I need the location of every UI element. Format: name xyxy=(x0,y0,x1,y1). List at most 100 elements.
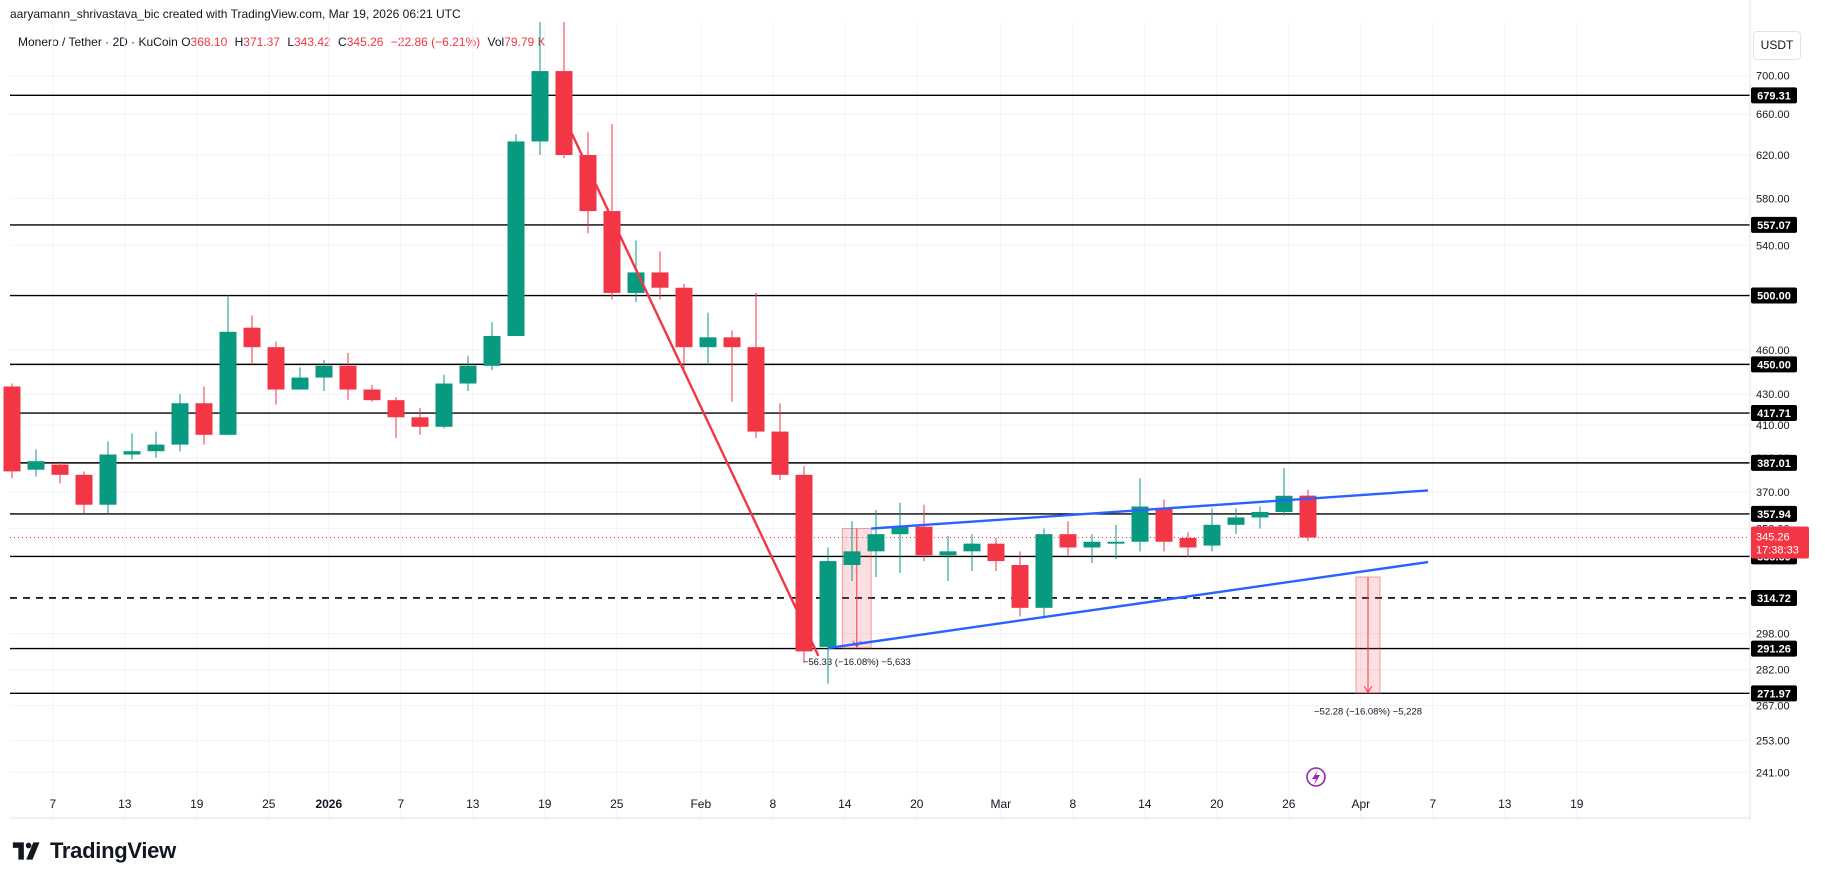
candle-body xyxy=(555,71,573,156)
candle-body xyxy=(1011,565,1029,608)
time-axis[interactable]: ec713192520267131925Feb81420Mar8142026Ap… xyxy=(0,797,1750,819)
candle-body xyxy=(1131,506,1149,542)
close-value: 345.26 xyxy=(346,35,384,49)
candle-body xyxy=(867,534,885,552)
candle-body xyxy=(459,365,477,384)
candle-body xyxy=(387,400,405,418)
symbol-title[interactable]: Monero / Tether · 2D · KuCoin xyxy=(18,35,178,49)
level-price-tag xyxy=(1751,356,1797,373)
time-tick-label: 20 xyxy=(1210,797,1224,811)
open-value: 368.10 xyxy=(190,35,228,49)
price-tick-label: 298.00 xyxy=(1756,629,1790,641)
time-tick-label: 14 xyxy=(1138,797,1152,811)
time-tick-label: Mar xyxy=(990,797,1011,811)
candle-body xyxy=(339,365,357,390)
price-tick-label: 282.00 xyxy=(1756,665,1790,677)
level-price-tag xyxy=(1751,640,1797,657)
price-tick-label: 241.00 xyxy=(1756,767,1790,779)
chart-grid xyxy=(10,22,1750,820)
time-tick-label: 19 xyxy=(538,797,552,811)
candle-body xyxy=(675,287,693,348)
time-tick-label: 7 xyxy=(1429,797,1436,811)
level-price-text: 500.00 xyxy=(1757,291,1791,303)
countdown-text: 17:38:33 xyxy=(1756,544,1799,556)
candle-body xyxy=(819,561,837,647)
level-price-text: 387.01 xyxy=(1757,458,1791,470)
candle-body xyxy=(1251,511,1269,518)
price-tick-label: 410.00 xyxy=(1756,420,1790,432)
candle-body xyxy=(195,403,213,435)
level-price-tag xyxy=(1751,454,1797,471)
candle-body xyxy=(3,386,21,472)
level-price-text: 679.31 xyxy=(1757,90,1791,102)
level-price-text: 314.72 xyxy=(1757,593,1791,605)
volume-value: 79.79 K xyxy=(504,35,546,49)
candle-body xyxy=(171,403,189,445)
time-tick-label: 20 xyxy=(910,797,924,811)
price-tick-label: 700.00 xyxy=(1756,71,1790,83)
candle-body xyxy=(723,337,741,348)
change-value: −22.86 (−6.21%) xyxy=(390,35,481,49)
candle-body xyxy=(603,211,621,293)
candle-body xyxy=(243,327,261,348)
level-price-text: 557.07 xyxy=(1757,220,1791,232)
chart-credit: aaryamann_shrivastava_bic created with T… xyxy=(10,7,461,21)
candle-body xyxy=(1155,508,1173,542)
volume-label: Vol xyxy=(487,35,505,49)
price-tick-label: 430.00 xyxy=(1756,389,1790,401)
level-price-tag xyxy=(1751,87,1797,104)
time-tick-label: 25 xyxy=(262,797,276,811)
candle-body xyxy=(219,331,237,435)
level-price-text: 291.26 xyxy=(1757,644,1791,656)
horizontal-levels xyxy=(10,94,1750,695)
price-tick-label: 370.00 xyxy=(1756,487,1790,499)
candle-body xyxy=(507,141,525,336)
level-price-text: 417.71 xyxy=(1757,408,1791,420)
price-tick-label: 267.00 xyxy=(1756,700,1790,712)
time-tick-label: Apr xyxy=(1351,797,1370,811)
time-tick-label: 2026 xyxy=(315,797,342,811)
candle-body xyxy=(51,464,69,475)
tradingview-brand[interactable]: TradingView xyxy=(10,838,176,864)
candle-body xyxy=(1179,537,1197,548)
symbol-legend: Monero / Tether · 2D · KuCoin O368.10 H3… xyxy=(18,35,550,49)
candle-body xyxy=(579,155,597,212)
time-tick-label: 19 xyxy=(190,797,204,811)
candle-body xyxy=(843,551,861,566)
time-tick-label: 19 xyxy=(1570,797,1584,811)
candle-body xyxy=(363,389,381,401)
currency-selector[interactable]: USDT xyxy=(1753,31,1801,60)
candle-body xyxy=(123,451,141,455)
candle-body xyxy=(891,526,909,535)
open-label: O xyxy=(181,35,191,49)
candle-body xyxy=(915,526,933,556)
candle-body xyxy=(411,417,429,427)
level-price-text: 450.00 xyxy=(1757,359,1791,371)
low-value: 343.42 xyxy=(294,35,331,49)
lightning-icon[interactable] xyxy=(1306,767,1326,787)
candle-body xyxy=(747,347,765,432)
candle-body xyxy=(963,543,981,552)
candle-body xyxy=(1035,534,1053,608)
time-tick-label: 8 xyxy=(1069,797,1076,811)
high-value: 371.37 xyxy=(243,35,280,49)
level-price-tag xyxy=(1751,287,1797,304)
candle-body xyxy=(1275,495,1293,512)
candle-body xyxy=(531,71,549,142)
level-price-tag xyxy=(1751,216,1797,233)
candle-body xyxy=(1227,517,1245,525)
level-price-tag xyxy=(1751,685,1797,702)
price-tick-label: 660.00 xyxy=(1756,109,1790,121)
candle-body xyxy=(147,444,165,452)
level-price-labels: 679.31 557.07 500.00 450.00 417.71 387.01 357.… xyxy=(1751,87,1809,702)
price-tick-label: 540.00 xyxy=(1756,240,1790,252)
time-tick-label: 13 xyxy=(118,797,132,811)
decline-line xyxy=(570,131,820,657)
candle-body xyxy=(771,431,789,475)
time-tick-label: 26 xyxy=(1282,797,1296,811)
candle-body xyxy=(435,383,453,427)
measure-tools: −56.33 (−16.08%) −5,633 −52.28 (−16.08%) … xyxy=(803,528,1422,717)
candle-body xyxy=(99,454,117,505)
price-tick-label: 460.00 xyxy=(1756,345,1790,357)
